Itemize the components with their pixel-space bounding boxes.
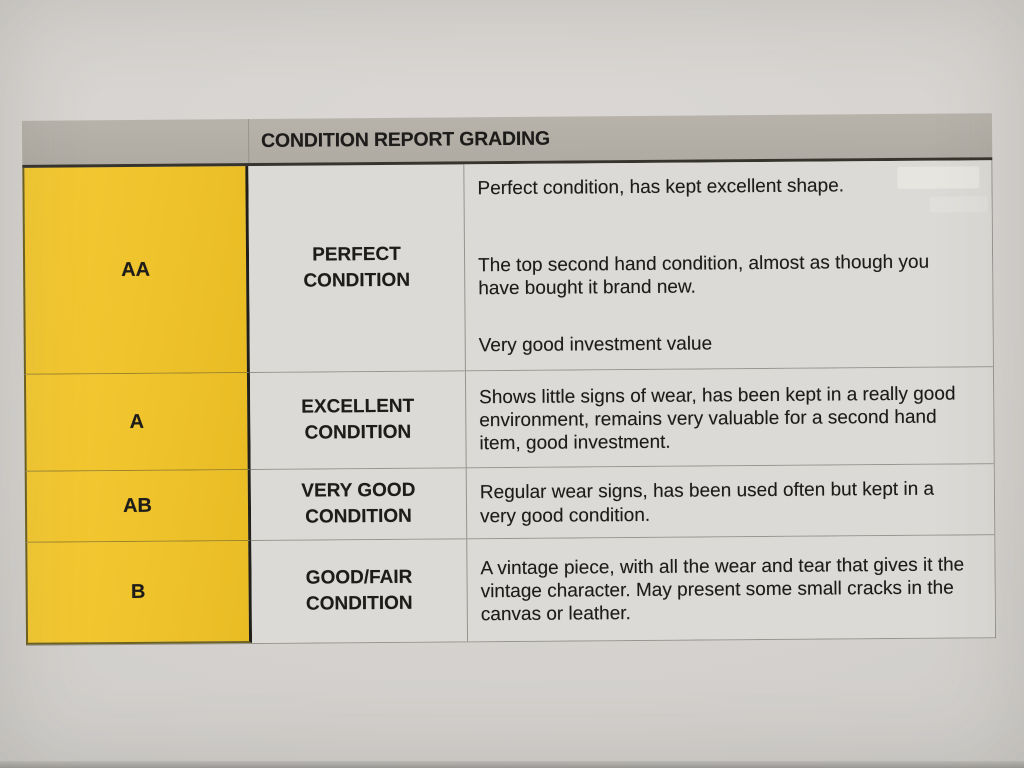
- description-cell: A vintage piece, with all the wear and t…: [466, 535, 996, 642]
- whiteout-mark: [929, 196, 988, 213]
- grade-cell: AB: [24, 470, 252, 543]
- description-cell: Shows little signs of wear, has been kep…: [464, 367, 994, 469]
- condition-label-line: GOOD/FAIR: [305, 567, 413, 589]
- grade-label: B: [130, 580, 146, 603]
- page-title: CONDITION REPORT GRADING: [261, 127, 550, 152]
- table-row-ab: AB VERY GOOD CONDITION Regular wear sign…: [24, 464, 995, 543]
- grade-label: AA: [121, 258, 151, 281]
- description-cell: Perfect condition, has kept excellent sh…: [463, 160, 993, 372]
- table-header: CONDITION REPORT GRADING: [21, 113, 993, 168]
- condition-grading-table: CONDITION REPORT GRADING AA PERFECT COND…: [21, 113, 997, 646]
- description-paragraph: Regular wear signs, has been used often …: [479, 478, 935, 527]
- table-row-b: B GOOD/FAIR CONDITION A vintage piece, w…: [25, 535, 996, 645]
- condition-label-cell: EXCELLENT CONDITION: [249, 371, 466, 471]
- description-cell: Regular wear signs, has been used often …: [465, 464, 995, 540]
- condition-label-line: PERFECT: [312, 244, 401, 266]
- description-paragraph: Shows little signs of wear, has been kep…: [479, 383, 956, 455]
- condition-label-line: CONDITION: [303, 269, 411, 292]
- grade-cell: AA: [22, 166, 250, 375]
- condition-label-cell: PERFECT CONDITION: [248, 164, 465, 374]
- condition-label-line: EXCELLENT: [301, 396, 415, 418]
- condition-label-cell: VERY GOOD CONDITION: [250, 468, 467, 542]
- condition-label-cell: GOOD/FAIR CONDITION: [251, 539, 468, 644]
- condition-label-line: CONDITION: [305, 592, 413, 615]
- grade-label: A: [129, 410, 145, 433]
- table-row-aa: AA PERFECT CONDITION Perfect condition, …: [22, 160, 993, 375]
- description-paragraph: Perfect condition, has kept excellent sh…: [477, 175, 845, 200]
- condition-label-line: CONDITION: [305, 505, 412, 528]
- grade-cell: A: [23, 373, 251, 472]
- photo-bottom-edge: [0, 761, 1024, 768]
- condition-label-line: CONDITION: [304, 421, 412, 444]
- table-body: AA PERFECT CONDITION Perfect condition, …: [22, 160, 997, 646]
- condition-label-line: VERY GOOD: [301, 480, 416, 502]
- description-paragraph: Very good investment value: [478, 332, 713, 356]
- grade-label: AB: [122, 494, 153, 517]
- grade-cell: B: [25, 541, 253, 645]
- whiteout-mark: [897, 166, 980, 189]
- description-paragraph: The top second hand condition, almost as…: [478, 251, 930, 300]
- table-row-a: A EXCELLENT CONDITION Shows little signs…: [23, 367, 994, 472]
- description-paragraph: A vintage piece, with all the wear and t…: [480, 554, 965, 626]
- header-column-divider: [247, 119, 250, 164]
